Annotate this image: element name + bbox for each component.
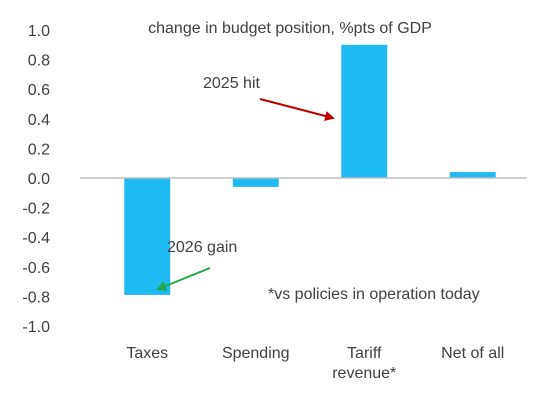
- x-axis: Taxes Spending Tariff revenue* Net of all: [126, 345, 504, 382]
- y-tick-label: 0.8: [28, 53, 50, 70]
- bars: [124, 44, 496, 295]
- y-tick-label: -0.4: [22, 230, 50, 247]
- y-tick-label: -0.6: [22, 260, 50, 277]
- category-label: Spending: [222, 345, 290, 362]
- y-tick-label: 1.0: [28, 23, 50, 40]
- chart-title: change in budget position, %pts of GDP: [148, 20, 432, 37]
- y-axis: 1.0 0.8 0.6 0.4 0.2 0.0 -0.2 -0.4 -0.6 -0.8 -1.0: [22, 23, 50, 336]
- bar: [449, 172, 496, 178]
- gain-annotation: 2026 gain: [167, 239, 237, 256]
- hit-arrow: [259, 98, 335, 121]
- category-label: Tariff: [347, 345, 382, 362]
- gain-arrow: [156, 267, 211, 291]
- y-tick-label: -0.2: [22, 201, 50, 218]
- bar: [341, 44, 388, 178]
- y-tick-label: 0.4: [28, 112, 50, 129]
- category-label: Taxes: [126, 345, 168, 362]
- category-label: Net of all: [441, 345, 504, 362]
- y-tick-label: 0.0: [28, 171, 50, 188]
- category-label: revenue*: [332, 365, 396, 382]
- y-tick-label: -1.0: [22, 319, 50, 336]
- y-tick-label: -0.8: [22, 289, 50, 306]
- y-tick-label: 0.2: [28, 141, 50, 158]
- hit-annotation: 2025 hit: [203, 75, 260, 92]
- bar: [124, 178, 171, 295]
- y-tick-label: 0.6: [28, 82, 50, 99]
- footnote: *vs policies in operation today: [268, 286, 480, 303]
- bar: [232, 178, 279, 187]
